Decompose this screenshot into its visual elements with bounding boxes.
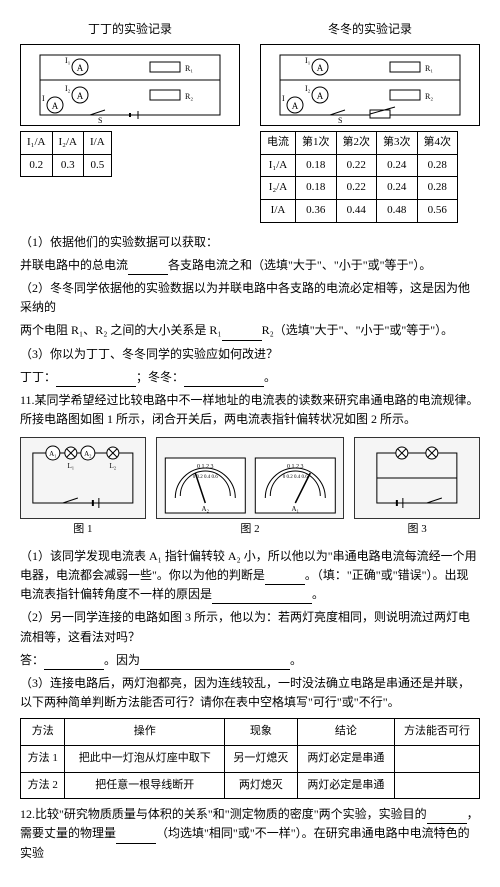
fig3-box: 图 3	[354, 437, 480, 539]
svg-text:A: A	[317, 91, 324, 101]
right-column: 冬冬的实验记录 A I₁ R₁ A I₂ R₂ A I S	[260, 20, 480, 223]
svg-text:A: A	[77, 63, 84, 73]
t2-h2: 第2次	[336, 132, 377, 155]
svg-text:A₂: A₂	[84, 450, 92, 458]
q2-line: 两个电阻 R₁、R₂ 之间的大小关系是 R₁R₂（选填"大于"、"小于"或"等于…	[20, 321, 480, 340]
blank	[212, 589, 312, 604]
t1-v3: 0.5	[84, 154, 112, 177]
fig2-label: 图 2	[156, 521, 345, 539]
fig2-meters: 0 1 2 3 0 0.2 0.4 0.6 A₂ 0 1 2 3 0 0.2 0…	[156, 437, 345, 519]
right-title: 冬冬的实验记录	[260, 20, 480, 39]
t1-v2: 0.3	[52, 154, 84, 177]
svg-text:A: A	[77, 91, 84, 101]
q3: （3）你以为丁丁、冬冬同学的实验应如何改进？	[20, 345, 480, 364]
blank	[44, 655, 104, 670]
right-circuit-diagram: A I₁ R₁ A I₂ R₂ A I S	[260, 44, 480, 126]
figure-row: A₁ A₂ L₁ L₂ 图 1	[20, 437, 480, 539]
svg-text:L₂: L₂	[110, 462, 117, 470]
fig1-circuit: A₁ A₂ L₁ L₂	[20, 437, 146, 519]
left-title: 丁丁的实验记录	[20, 20, 240, 39]
q2: （2）冬冬同学依据他的实验数据以为并联电路中各支路的电流必定相等，这是因为他采纳…	[20, 279, 480, 317]
q3-ans: 丁丁：；冬冬：。	[20, 368, 480, 387]
q1-line: 并联电路中的总电流各支路电流之和（选填"大于"、"小于"或"等于"）。	[20, 256, 480, 275]
q12: 12.比较"研究物质质量与体积的关系"和"测定物质的密度"两个实验，实验目的，需…	[20, 805, 480, 863]
top-section: 丁丁的实验记录 A I₁ R₁ A I₂ R₂ A I S	[20, 20, 480, 223]
svg-text:A₁: A₁	[49, 450, 57, 458]
t2-h3: 第3次	[377, 132, 418, 155]
blank	[222, 326, 262, 341]
q11-1: （1）该同学发现电流表 A₁ 指针偏转较 A₂ 小，所以他以为"串通电路电流每流…	[20, 547, 480, 605]
t1-v1: 0.2	[21, 154, 53, 177]
blank	[116, 829, 156, 844]
q11-2: （2）另一同学连接的电路如图 3 所示，他以为：若两灯亮度相同，则说明流过两灯电…	[20, 608, 480, 646]
svg-text:A: A	[292, 101, 299, 111]
svg-text:R₁: R₁	[425, 64, 433, 73]
svg-text:A₁: A₁	[291, 505, 299, 513]
blank	[128, 260, 168, 275]
t2-h1: 第1次	[296, 132, 337, 155]
fig3-label: 图 3	[354, 521, 480, 539]
blank	[140, 655, 290, 670]
q11-intro: 11.某同学希望经过比较电路中不一样地址的电流表的读数来研究串通电路的电流规律。…	[20, 391, 480, 429]
blank	[265, 570, 305, 585]
t2-h0: 电流	[261, 132, 296, 155]
q11-2-ans: 答：。因为。	[20, 651, 480, 670]
svg-text:I: I	[42, 94, 45, 103]
methods-table: 方法 操作 现象 结论 方法能否可行 方法 1 把此中一灯泡从灯座中取下 另一灯…	[20, 718, 480, 799]
svg-text:L₁: L₁	[68, 462, 75, 470]
q1-pre: （1）依据他们的实验数据可以获取：	[20, 233, 480, 252]
svg-text:R₁: R₁	[185, 64, 193, 73]
svg-text:0 0.2 0.4 0.6: 0 0.2 0.4 0.6	[283, 475, 309, 480]
fig2-box: 0 1 2 3 0 0.2 0.4 0.6 A₂ 0 1 2 3 0 0.2 0…	[156, 437, 345, 539]
blank	[56, 372, 136, 387]
blank	[184, 372, 264, 387]
left-column: 丁丁的实验记录 A I₁ R₁ A I₂ R₂ A I S	[20, 20, 240, 223]
t1-h2: I₂/A	[52, 132, 84, 155]
right-data-table: 电流 第1次 第2次 第3次 第4次 I₁/A 0.18 0.22 0.24 0…	[260, 131, 458, 222]
fig3-circuit	[354, 437, 480, 519]
svg-text:0 1 2 3: 0 1 2 3	[287, 464, 304, 470]
svg-text:I: I	[282, 94, 285, 103]
svg-text:S: S	[338, 116, 342, 125]
fig1-label: 图 1	[20, 521, 146, 539]
svg-text:I₂: I₂	[65, 84, 71, 93]
t2-h4: 第4次	[417, 132, 458, 155]
left-circuit-diagram: A I₁ R₁ A I₂ R₂ A I S	[20, 44, 240, 126]
blank	[427, 809, 467, 824]
svg-text:I₁: I₁	[305, 56, 311, 65]
svg-text:I₁: I₁	[65, 56, 71, 65]
t1-h3: I/A	[84, 132, 112, 155]
svg-text:I₂: I₂	[305, 84, 311, 93]
svg-text:0 0.2 0.4 0.6: 0 0.2 0.4 0.6	[193, 475, 219, 480]
t1-h1: I₁/A	[21, 132, 53, 155]
svg-text:0 1 2 3: 0 1 2 3	[197, 464, 214, 470]
questions-block: （1）依据他们的实验数据可以获取： 并联电路中的总电流各支路电流之和（选填"大于…	[20, 233, 480, 863]
left-data-table: I₁/A I₂/A I/A 0.2 0.3 0.5	[20, 131, 112, 177]
svg-text:A: A	[52, 101, 59, 111]
svg-text:R₂: R₂	[425, 92, 433, 101]
svg-text:R₂: R₂	[185, 92, 193, 101]
svg-text:A: A	[317, 63, 324, 73]
fig1-box: A₁ A₂ L₁ L₂ 图 1	[20, 437, 146, 539]
svg-text:S: S	[98, 116, 102, 125]
svg-text:A₂: A₂	[201, 505, 209, 513]
